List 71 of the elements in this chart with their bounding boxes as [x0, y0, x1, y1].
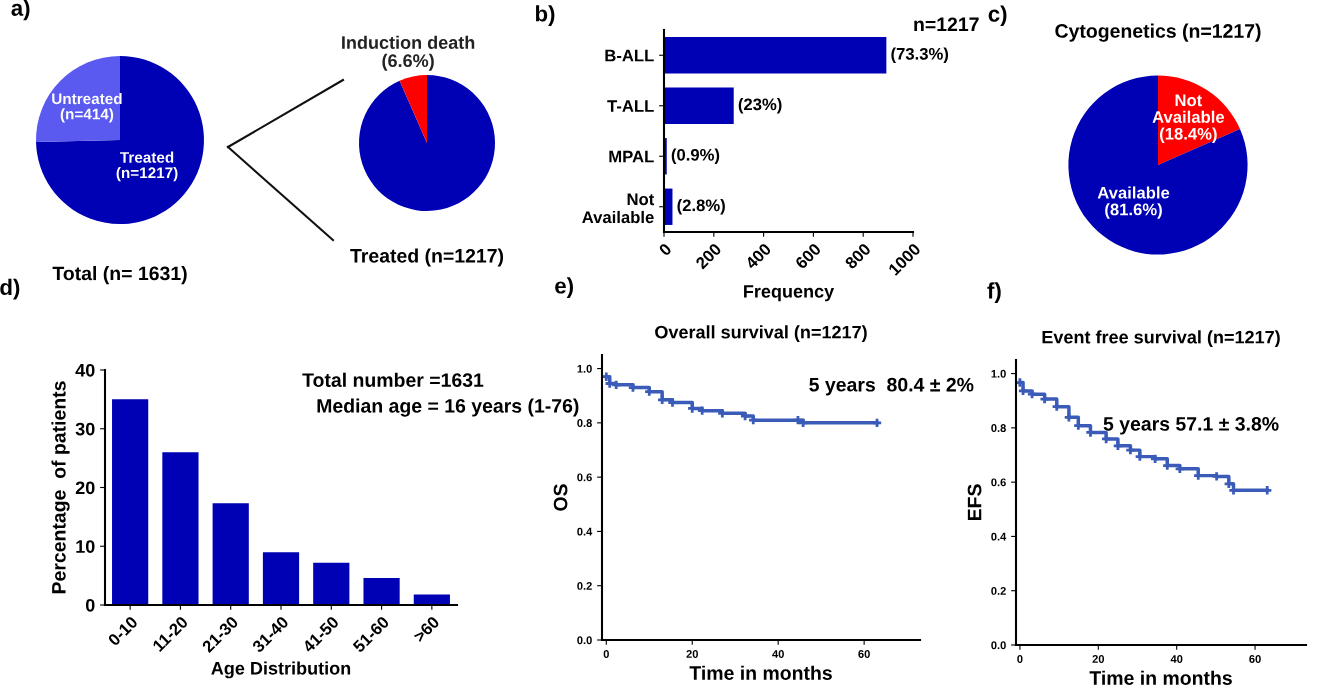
y-tick-label: 0.2	[991, 586, 1006, 595]
y-tick-label: Not Available	[582, 193, 655, 224]
chart-title: Cytogenetics (n=1217)	[1055, 23, 1261, 42]
slice-label: Treated	[120, 151, 174, 163]
slice-label: Induction death	[342, 35, 475, 49]
y-tick-label: 0.0	[577, 636, 592, 645]
x-tick-label: 20	[686, 650, 698, 658]
y-tick-label: 0.6	[991, 478, 1006, 487]
data-label: (n=1217)	[116, 166, 178, 182]
text: f)	[987, 282, 1001, 303]
y-tick-label: 0.4	[991, 532, 1007, 541]
chart-title: Overall survival (n=1217)	[655, 325, 867, 343]
y-axis-title: EFS	[967, 484, 982, 521]
text: Treated (n=1217)	[350, 248, 504, 267]
y-tick-label: 10	[76, 540, 95, 553]
y-tick-label: 0.2	[577, 581, 592, 590]
y-tick-label: 0.4	[577, 527, 593, 536]
chart-title: Event free survival (n=1217)	[1042, 330, 1280, 348]
y-axis-title: Percentage of patients	[51, 381, 70, 594]
y-tick-label: 1.0	[991, 369, 1006, 378]
data-label: (81.6%)	[1105, 203, 1162, 219]
x-tick-label: 20	[1092, 655, 1105, 663]
y-tick-label: 0.0	[991, 641, 1006, 650]
x-tick-label: 200	[694, 242, 722, 270]
x-tick-label: 0	[658, 242, 673, 257]
y-tick-label: 1.0	[577, 364, 592, 373]
x-tick-label: 60	[858, 650, 870, 658]
data-label: (n=414)	[60, 108, 114, 123]
y-tick-label: T-ALL	[607, 100, 654, 112]
x-tick-label: 600	[794, 242, 822, 270]
annotation: Total number =1631	[302, 372, 484, 387]
x-axis-title: Age Distribution	[211, 661, 351, 679]
annotation: Median age = 16 years (1-76)	[317, 398, 579, 417]
x-tick-label: 0	[1017, 655, 1023, 663]
text: b)	[535, 5, 555, 26]
text: c)	[988, 5, 1007, 27]
slice-label: Untreated	[52, 92, 122, 105]
y-tick-label: 0	[85, 598, 95, 612]
annotation: (2.8%)	[677, 198, 725, 215]
y-tick-label: 40	[75, 363, 95, 377]
annotation: (23%)	[738, 97, 782, 114]
y-tick-label: B-ALL	[605, 49, 654, 62]
annotation: 5 years 57.1 ± 3.8%	[1103, 417, 1279, 435]
x-tick-label: 0-10	[107, 615, 139, 647]
y-tick-label: 0.8	[991, 424, 1006, 432]
x-axis-title: Time in months	[1089, 670, 1232, 685]
y-tick-label: 0.6	[577, 473, 592, 482]
x-tick-label: 40	[772, 650, 784, 658]
x-axis-title: Frequency	[744, 285, 835, 302]
text: Total (n= 1631)	[52, 266, 187, 285]
data-label: (18.4%)	[1160, 127, 1217, 143]
y-tick-label: 0.8	[577, 419, 592, 427]
x-tick-label: >60	[412, 615, 441, 643]
x-axis-title: Time in months	[689, 665, 832, 680]
x-tick-label: 60	[1249, 655, 1261, 663]
text: a)	[11, 0, 30, 21]
text: n=1217	[914, 17, 979, 31]
x-tick-label: 800	[844, 242, 872, 270]
y-tick-label: 20	[75, 481, 95, 495]
data-label: (6.6%)	[382, 53, 434, 71]
text: e)	[555, 277, 573, 298]
x-tick-label: 40	[1170, 655, 1183, 663]
annotation: (0.9%)	[671, 148, 720, 165]
y-tick-label: 30	[75, 422, 95, 436]
text: d)	[0, 278, 20, 300]
y-axis-title: OS	[553, 484, 568, 511]
slice-label: Available	[1097, 186, 1170, 199]
x-tick-label: 400	[744, 242, 772, 270]
annotation: (73.3%)	[891, 47, 949, 64]
y-tick-label: MPAL	[609, 150, 654, 163]
annotation: 5 years 80.4 ± 2%	[809, 377, 974, 396]
